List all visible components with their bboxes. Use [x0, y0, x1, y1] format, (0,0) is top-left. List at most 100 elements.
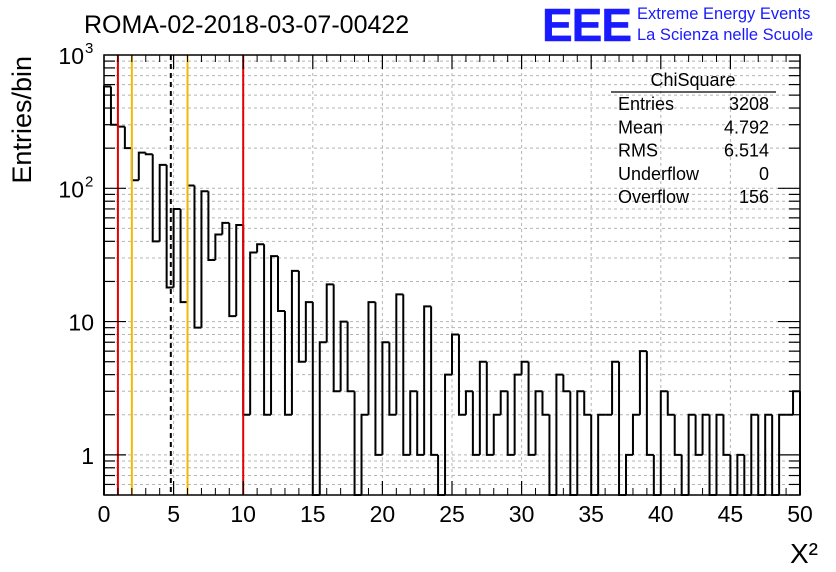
histogram-bin	[485, 361, 494, 456]
x-tick-label: 10	[230, 501, 256, 527]
histogram-bin	[444, 373, 452, 495]
histogram-bin	[430, 306, 439, 456]
stats-row-label: Entries	[618, 94, 674, 114]
histogram-bin	[645, 351, 654, 456]
histogram-bin	[277, 256, 285, 313]
histogram-bin	[381, 341, 390, 455]
x-tick-label: 45	[718, 501, 744, 527]
x-tick-label: 30	[509, 501, 535, 527]
histogram-bin	[666, 391, 675, 416]
histogram-bin	[631, 413, 640, 455]
y-tick-label: 10	[58, 176, 84, 202]
histogram-bin	[520, 360, 529, 375]
x-tick-label: 0	[98, 501, 111, 527]
stats-row-value: 4.792	[724, 117, 769, 137]
eee-logo: EEE Extreme Energy Events La Scienza nel…	[542, 0, 813, 51]
histogram-bin	[611, 360, 620, 415]
histogram-bin	[778, 413, 787, 495]
x-tick-label: 35	[578, 501, 604, 527]
histogram-bin	[228, 222, 237, 318]
histogram-bin	[179, 208, 188, 304]
chart-title: ROMA-02-2018-03-07-00422	[84, 11, 409, 39]
histogram-bin	[242, 225, 251, 416]
histogram-bin	[193, 185, 202, 329]
histogram-bin	[576, 390, 585, 495]
axis-ticks	[103, 55, 801, 496]
histogram-bin	[423, 305, 432, 455]
histogram-bin	[151, 154, 160, 243]
y-tick-label: 10	[68, 310, 94, 336]
histogram-bin	[478, 360, 487, 455]
histogram-bin	[687, 413, 696, 495]
eee-logo-line2: La Scienza nelle Scuole	[637, 26, 813, 44]
reference-lines	[116, 55, 245, 495]
histogram-bin	[360, 413, 369, 495]
histogram-bin	[659, 390, 668, 495]
histogram-bin	[263, 244, 272, 416]
histogram-bin	[597, 413, 606, 495]
histogram-bin	[123, 126, 132, 150]
x-tick-label: 20	[370, 501, 396, 527]
y-tick-label-exponent: 3	[85, 40, 93, 57]
histogram-bin	[200, 190, 209, 328]
stats-box-rows: Entries 3208 Mean 4.792 RMS 6.514 Underflow 0 Ov…	[618, 94, 769, 207]
histogram-bin	[618, 361, 626, 496]
histogram-bin	[367, 301, 376, 415]
histogram-bin	[109, 86, 118, 126]
histogram-bin	[569, 391, 578, 496]
histogram-bin	[722, 414, 731, 456]
histogram-bin	[750, 413, 759, 495]
stats-box: ChiSquare Entries 3208 Mean 4.792 RMS 6.514 Un…	[611, 70, 776, 207]
histogram-bin	[409, 390, 418, 455]
histogram-bin	[332, 284, 341, 393]
histogram-bin	[457, 334, 466, 416]
x-tick-label: 50	[787, 501, 813, 527]
histogram-bin	[694, 414, 703, 456]
x-tick-label: 40	[648, 501, 674, 527]
stats-row-label: Overflow	[618, 187, 690, 207]
histogram-bin	[792, 390, 800, 415]
stats-row-label: Mean	[618, 117, 663, 137]
stats-row-value: 156	[739, 187, 769, 207]
histogram-bin	[513, 373, 522, 455]
histogram-bin	[583, 391, 592, 416]
y-tick-label: 10	[58, 43, 84, 69]
eee-logo-mark: EEE	[542, 0, 631, 51]
histogram-bin	[144, 152, 153, 156]
histogram-bin	[158, 163, 167, 242]
histogram-bin	[562, 374, 571, 393]
histogram-bin	[402, 294, 411, 456]
histogram-bin	[221, 221, 230, 235]
histogram-bin	[625, 453, 633, 495]
stats-row-label: RMS	[618, 141, 658, 161]
histogram-bin	[374, 302, 383, 456]
histogram-bin	[186, 184, 195, 303]
stats-box-title: ChiSquare	[650, 70, 735, 90]
histogram-bin	[290, 269, 299, 415]
stats-row-label: Underflow	[618, 164, 700, 184]
stats-row-value: 0	[759, 164, 769, 184]
histogram-bin	[673, 414, 682, 456]
histogram-bin	[325, 283, 334, 343]
histogram-bin	[130, 148, 139, 182]
histogram-bin	[451, 333, 459, 375]
histogram-bin	[492, 413, 501, 455]
histogram-bin	[304, 301, 313, 362]
stats-row-value: 6.514	[724, 141, 769, 161]
histogram-bin	[353, 391, 362, 496]
eee-logo-line1: Extreme Energy Events	[637, 5, 810, 23]
histogram-bin	[395, 293, 404, 415]
histogram-bin	[764, 413, 773, 495]
histogram-bin	[137, 151, 146, 181]
histogram-bin	[388, 342, 397, 416]
x-tick-label: 5	[167, 501, 180, 527]
histogram-bin	[165, 164, 174, 289]
histogram-bin	[256, 243, 265, 253]
histogram-bin	[214, 233, 223, 260]
y-tick-label-exponent: 2	[85, 173, 93, 190]
histogram-bin	[249, 251, 258, 415]
x-tick-label: 25	[439, 501, 465, 527]
histogram-bin	[172, 207, 181, 288]
histogram-bin	[471, 391, 480, 456]
